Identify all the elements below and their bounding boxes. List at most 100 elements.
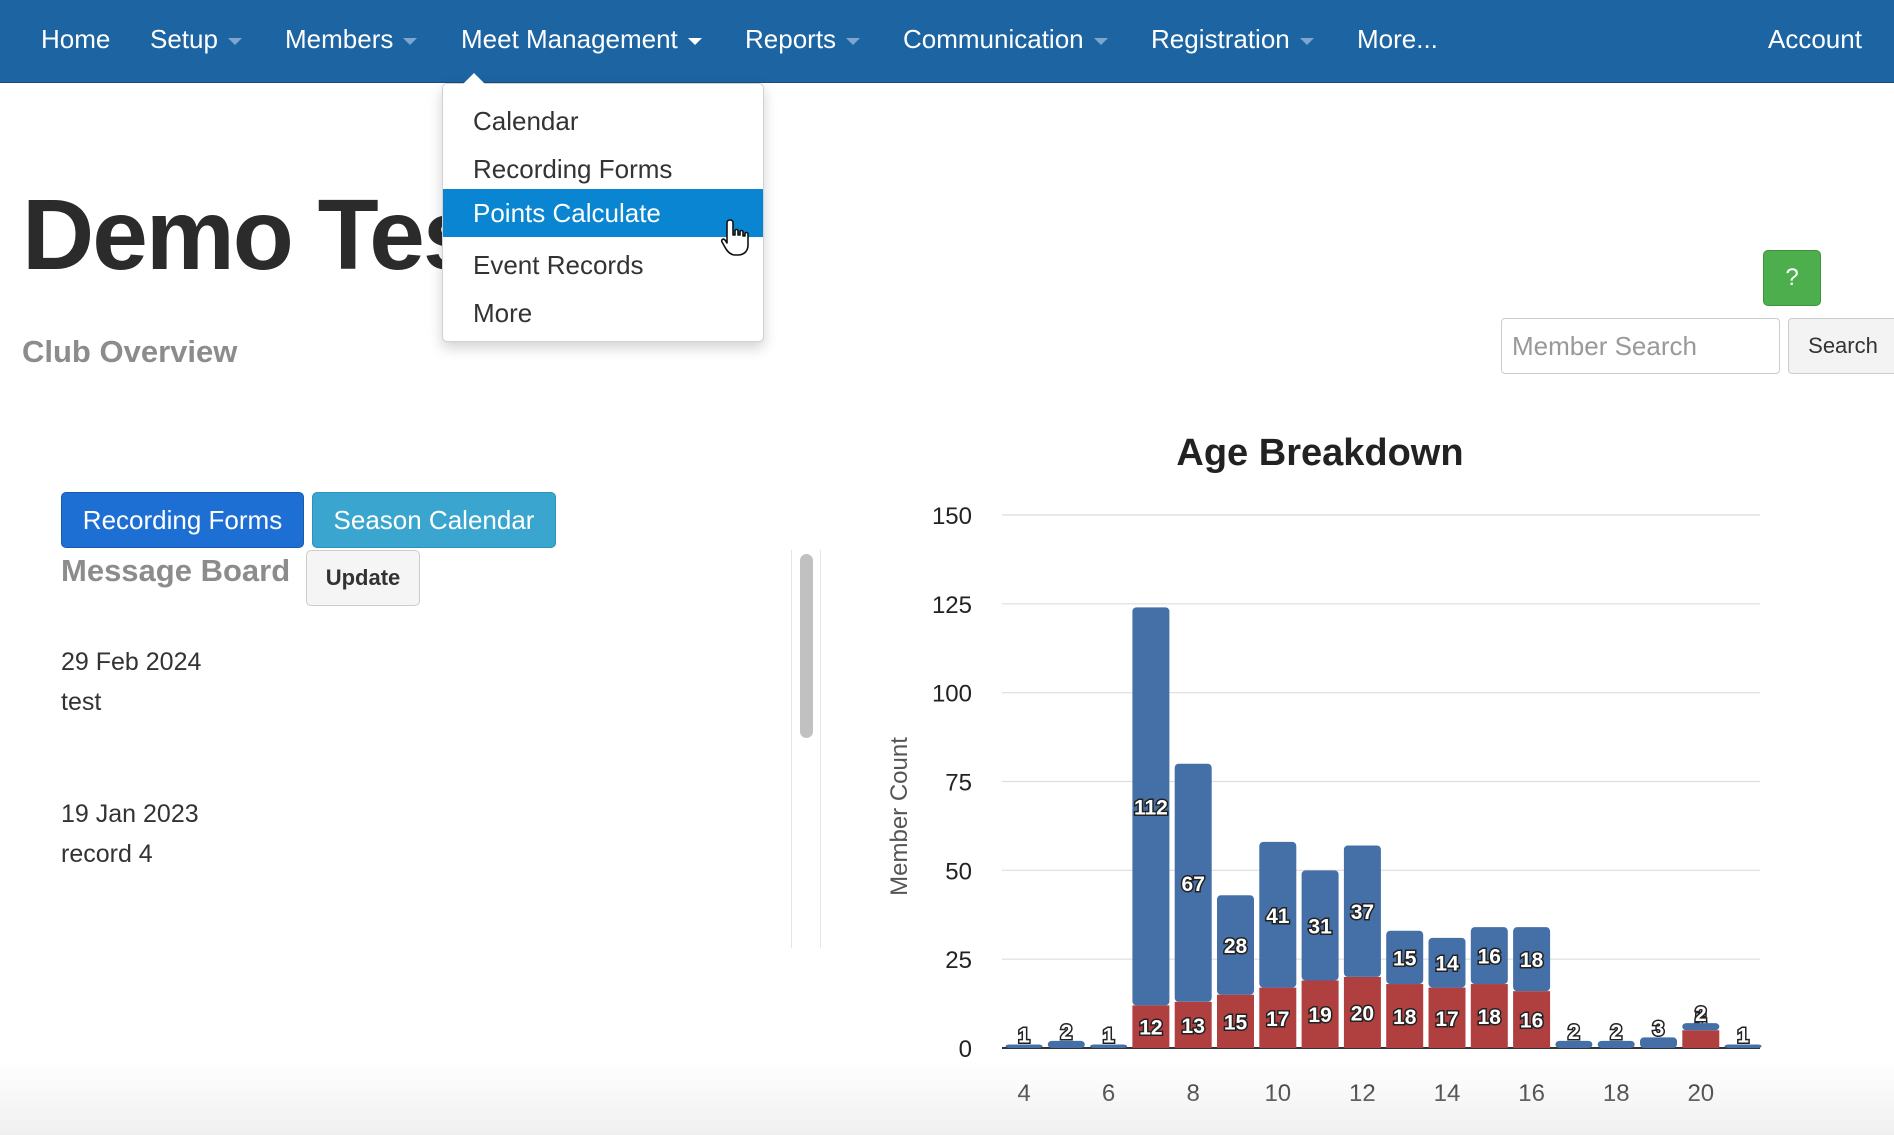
bar-segment	[1597, 1040, 1635, 1048]
page-title: Demo Tes	[22, 179, 479, 291]
help-button[interactable]: ?	[1763, 250, 1821, 306]
nav-account-label: Account	[1768, 24, 1862, 54]
bar-data-label: 18	[1393, 1006, 1417, 1029]
bar-segment	[1259, 841, 1297, 988]
bar-data-label: 17	[1266, 1008, 1289, 1031]
bar-data-label: 15	[1224, 1011, 1248, 1034]
nav-registration-label: Registration	[1151, 24, 1290, 54]
chart-title: Age Breakdown	[1176, 432, 1464, 474]
recording-forms-button[interactable]: Recording Forms	[61, 492, 304, 548]
bar-data-label: 18	[1478, 1006, 1502, 1029]
bar-segment	[1217, 895, 1254, 995]
bar-segment	[1174, 1001, 1212, 1048]
menu-item-more[interactable]: More	[473, 298, 533, 328]
bar-segment	[1428, 937, 1466, 988]
bar-segment	[1386, 930, 1424, 985]
bar-data-label: 13	[1182, 1015, 1205, 1038]
bar-data-label: 1	[1737, 1024, 1749, 1047]
bar-segment	[1047, 1040, 1085, 1048]
menu-item-recording-forms[interactable]: Recording Forms	[473, 154, 673, 184]
nav-communication-label: Communication	[903, 24, 1084, 54]
bar-segment	[1386, 984, 1424, 1048]
bar-segment	[1343, 845, 1381, 977]
bar-segment	[1005, 1044, 1043, 1048]
nav-meet-management-label: Meet Management	[461, 24, 678, 54]
meet-management-dropdown: Calendar Recording Forms Points Calculat…	[442, 73, 764, 342]
y-axis-label: Member Count	[886, 737, 913, 896]
bar-data-label: 12	[1139, 1017, 1162, 1040]
update-button[interactable]: Update	[306, 550, 420, 606]
bar-data-label: 15	[1393, 947, 1417, 970]
hand-cursor-icon	[720, 219, 749, 256]
chevron-down-icon	[1093, 37, 1108, 45]
bar-data-label: 37	[1351, 901, 1374, 924]
chevron-down-icon	[227, 37, 242, 45]
bar-segment	[1470, 927, 1508, 985]
bottom-shadow	[0, 1060, 1894, 1135]
menu-item-event-records[interactable]: Event Records	[473, 250, 644, 280]
scrollbar-thumb[interactable]	[800, 554, 813, 738]
message-text: test	[61, 688, 102, 716]
bar-segment	[1217, 994, 1254, 1048]
bar-data-label: 41	[1266, 905, 1290, 928]
bar-data-label: 17	[1435, 1008, 1458, 1031]
bar-data-label: 18	[1520, 949, 1544, 972]
bar-segment	[1682, 1030, 1720, 1048]
member-search-input[interactable]	[1501, 318, 1780, 374]
bar-segment	[1513, 927, 1551, 992]
nav-setup[interactable]: Setup	[150, 0, 242, 82]
bar-segment	[1174, 763, 1212, 1002]
bar-data-label: 19	[1308, 1004, 1331, 1027]
bar-data-label: 2	[1695, 1003, 1707, 1026]
bar-data-label: 2	[1568, 1021, 1580, 1044]
bar-segment	[1513, 991, 1551, 1048]
bar-data-label: 16	[1520, 1010, 1543, 1033]
bar-segment	[1132, 1005, 1170, 1048]
chevron-down-icon	[1299, 37, 1314, 45]
menu-item-points-calculate[interactable]: Points Calculate	[443, 189, 763, 237]
nav-communication[interactable]: Communication	[903, 0, 1108, 82]
season-calendar-button[interactable]: Season Calendar	[312, 492, 556, 548]
nav-setup-label: Setup	[150, 24, 218, 54]
nav-reports[interactable]: Reports	[745, 0, 861, 82]
bar-data-label: 2	[1060, 1021, 1072, 1044]
menu-item-calendar[interactable]: Calendar	[473, 106, 579, 136]
bar-segment	[1555, 1040, 1593, 1048]
bar-data-label: 67	[1182, 873, 1205, 896]
bar-data-label: 31	[1308, 915, 1332, 938]
top-navbar: Home Setup Members Meet Management Repor…	[0, 0, 1894, 83]
bar-data-label: 3	[1653, 1017, 1665, 1040]
nav-members[interactable]: Members	[285, 0, 418, 82]
bar-segment	[1259, 987, 1297, 1048]
bar-segment	[1682, 1023, 1720, 1031]
bar-segment	[1428, 987, 1466, 1048]
y-tick-label: 25	[945, 947, 972, 974]
nav-home-label: Home	[41, 24, 111, 54]
bar-data-label: 20	[1351, 1002, 1374, 1025]
y-tick-label: 75	[945, 770, 972, 797]
y-tick-label: 125	[932, 592, 972, 619]
nav-meet-management[interactable]: Meet Management	[461, 0, 702, 82]
nav-home[interactable]: Home	[41, 0, 110, 82]
chevron-down-icon	[403, 37, 418, 45]
y-tick-label: 150	[932, 503, 972, 530]
message-board-scrollbar[interactable]	[791, 550, 821, 948]
bar-segment	[1343, 976, 1381, 1048]
nav-registration[interactable]: Registration	[1151, 0, 1314, 82]
bar-data-label: 16	[1478, 946, 1501, 969]
bar-data-label: 1	[1018, 1024, 1030, 1047]
chevron-down-icon	[687, 37, 702, 45]
nav-members-label: Members	[285, 24, 394, 54]
message-board-title: Message Board	[61, 553, 291, 588]
nav-more-label: More...	[1357, 24, 1438, 54]
bar-segment	[1090, 1044, 1128, 1048]
nav-more[interactable]: More...	[1357, 0, 1438, 82]
nav-account[interactable]: Account	[1768, 0, 1862, 82]
y-tick-label: 100	[932, 681, 972, 708]
bar-data-label: 1	[1103, 1024, 1115, 1047]
age-breakdown-chart: 0255075100125150468101214161820Member Co…	[886, 503, 1762, 1107]
bar-segment	[1132, 607, 1170, 1006]
bar-segment	[1301, 870, 1339, 981]
bar-segment	[1724, 1044, 1762, 1048]
search-button[interactable]: Search	[1788, 318, 1894, 374]
